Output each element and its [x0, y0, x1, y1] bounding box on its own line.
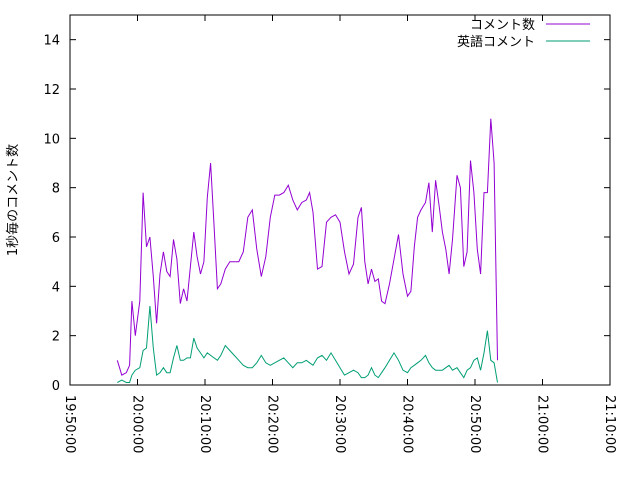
x-tick-label: 20:50:00: [467, 395, 482, 453]
series-line-1: [116, 118, 498, 376]
series-line-2: [117, 306, 498, 383]
x-tick-label: 21:00:00: [535, 395, 550, 453]
series-layer: [116, 118, 498, 383]
x-axis-tick-labels: 19:50:00 20:00:00 20:10:00 20:20:00 20:30:00…: [62, 395, 617, 453]
x-tick-label: 20:20:00: [265, 395, 280, 453]
y-axis-label: 1秒毎のコメント数: [5, 144, 21, 256]
legend-label: コメント数: [470, 18, 535, 33]
y-tick-label: 2: [52, 330, 60, 345]
x-tick-label: 19:50:00: [62, 395, 77, 453]
x-tick-label: 20:30:00: [332, 395, 347, 453]
x-tick-label: 20:10:00: [197, 395, 212, 453]
y-tick-label: 6: [52, 231, 60, 246]
y-tick-label: 14: [43, 34, 60, 49]
x-tick-label: 21:10:00: [602, 395, 617, 453]
y-tick-label: 0: [52, 379, 60, 394]
axis-ticks: [69, 15, 611, 386]
plot-frame: [69, 14, 611, 386]
legend-label: 英語コメント: [457, 34, 535, 50]
x-tick-label: 20:00:00: [130, 395, 145, 453]
y-axis-tick-labels: 0 2 4 6 8 10 12 14: [43, 34, 60, 394]
y-tick-label: 8: [52, 182, 60, 197]
y-tick-label: 12: [43, 83, 60, 98]
y-tick-label: 10: [43, 132, 60, 147]
x-tick-label: 20:40:00: [400, 395, 415, 453]
y-tick-label: 4: [52, 280, 60, 295]
